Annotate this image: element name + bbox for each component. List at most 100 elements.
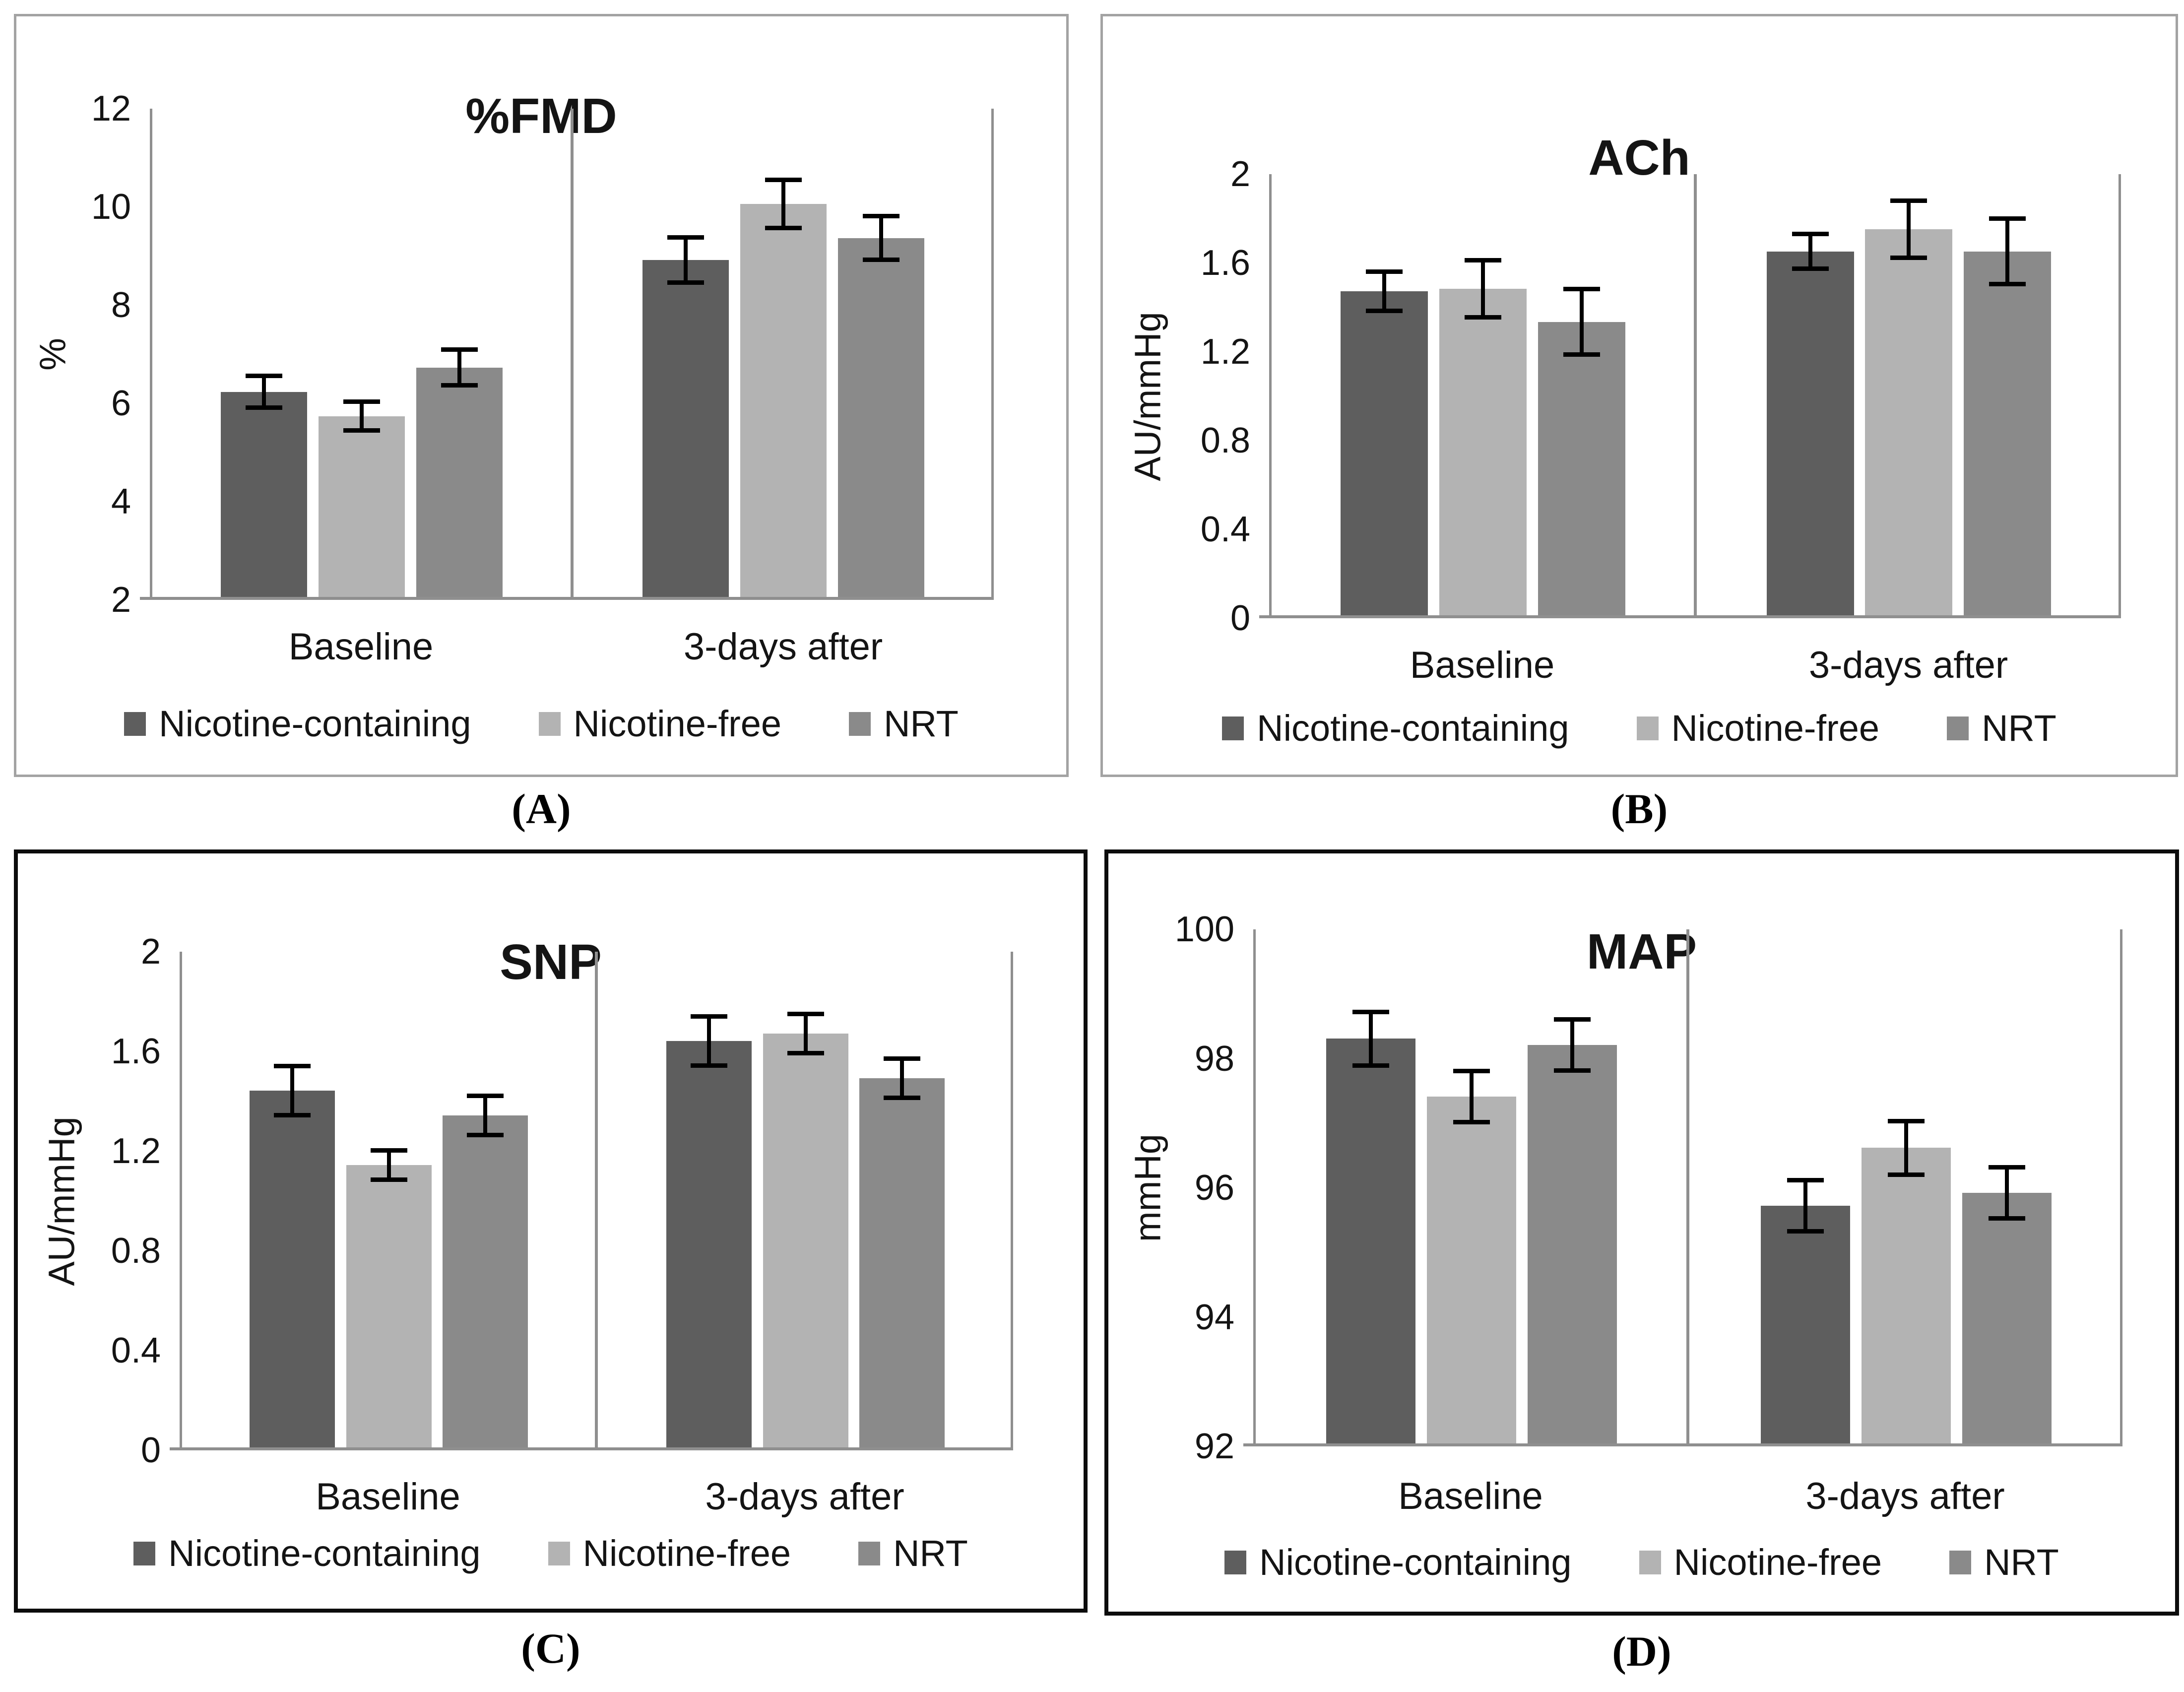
bar-nicotine-free [763, 1034, 848, 1447]
legend: Nicotine-containing Nicotine-free NRT [1103, 707, 2176, 749]
error-bar-cap-bottom [1888, 1172, 1925, 1177]
error-bar-cap-top [1453, 1069, 1490, 1073]
y-tick-label: 2 [140, 932, 161, 972]
legend-item: Nicotine-containing [133, 1532, 481, 1574]
error-bar-line [2005, 218, 2009, 284]
legend-label: Nicotine-free [582, 1533, 791, 1574]
legend-label: Nicotine-containing [1257, 708, 1569, 749]
legend-marker-nrt [1947, 716, 1969, 740]
error-bar-line [290, 1066, 294, 1115]
y-tick-label: 6 [111, 384, 131, 423]
error-bar-cap-bottom [1989, 1216, 2025, 1221]
bar-nicotine-free [1427, 1097, 1516, 1443]
bar-nrt [1528, 1045, 1617, 1443]
category-label-3days-after: 3-days after [705, 1476, 904, 1518]
group-divider-line [571, 109, 574, 600]
error-bar-line [900, 1058, 904, 1098]
error-bar-cap-bottom [246, 405, 282, 410]
error-bar-cap-bottom [691, 1063, 727, 1068]
category-label-baseline: Baseline [316, 1476, 460, 1518]
panel-tag-c: (C) [521, 1625, 580, 1672]
x-axis-line [1243, 1443, 2122, 1446]
error-bar-cap-top [441, 347, 478, 352]
error-bar-cap-bottom [1352, 1063, 1389, 1068]
y-tick-label: 0.8 [111, 1231, 161, 1271]
legend-marker-nicotine-containing [133, 1541, 156, 1565]
error-bar-line [1580, 289, 1584, 355]
legend-item: NRT [858, 1532, 968, 1574]
chart-title: SNP [500, 934, 602, 990]
bar-nrt [1538, 322, 1625, 615]
bar-nicotine-containing [1767, 252, 1854, 615]
panel-snp: SNP AU/mmHg Baseline 3-days after Nicoti… [14, 849, 1088, 1613]
legend-marker-nicotine-free [548, 1541, 570, 1565]
legend-label: NRT [1982, 708, 2056, 749]
error-bar-cap-top [1465, 258, 1501, 262]
error-bar-cap-top [371, 1148, 407, 1153]
error-bar-cap-top [1989, 1165, 2025, 1170]
bar-nicotine-containing [642, 260, 729, 597]
error-bar-line [1808, 234, 1812, 269]
error-bar-line [1907, 200, 1911, 258]
y-tick-label: 0.8 [1200, 421, 1250, 460]
group-divider-line [1686, 929, 1689, 1446]
y-tick-label: 0.4 [1200, 510, 1250, 549]
legend-item: NRT [1947, 707, 2056, 749]
bar-nrt [859, 1078, 945, 1447]
bar-nicotine-containing [221, 392, 307, 597]
y-tick-label: 1.6 [111, 1032, 161, 1071]
y-tick-label: 12 [91, 89, 131, 129]
error-bar-line [1369, 1012, 1373, 1066]
error-bar-cap-bottom [467, 1133, 504, 1137]
y-axis-line [1269, 174, 1272, 618]
error-bar-cap-bottom [765, 226, 802, 230]
error-bar-line [457, 349, 461, 386]
category-label-baseline: Baseline [1410, 644, 1555, 686]
plot-area [140, 109, 994, 600]
legend-item: Nicotine-containing [1222, 707, 1569, 749]
bar-nicotine-free [1439, 289, 1527, 615]
chart-title: MAP [1586, 924, 1697, 979]
legend-item: NRT [849, 703, 959, 745]
bar-nicotine-containing [666, 1041, 752, 1447]
legend-marker-nicotine-free [1636, 716, 1659, 740]
error-bar-line [781, 180, 785, 228]
bar-nrt [416, 368, 503, 597]
legend-label: Nicotine-free [1673, 1542, 1882, 1583]
legend-item: Nicotine-containing [124, 703, 471, 745]
error-bar-cap-bottom [1453, 1120, 1490, 1124]
error-bar-cap-top [1888, 1119, 1925, 1123]
error-bar-cap-top [1792, 232, 1829, 236]
error-bar-cap-bottom [863, 258, 899, 262]
bar-nicotine-free [319, 416, 405, 597]
error-bar-line [360, 401, 364, 431]
legend: Nicotine-containing Nicotine-free NRT [1108, 1541, 2175, 1583]
legend: Nicotine-containing Nicotine-free NRT [16, 703, 1066, 745]
y-tick-label: 2 [111, 580, 131, 620]
y-axis-line [1253, 929, 1256, 1446]
error-bar-line [1570, 1019, 1574, 1071]
error-bar-line [684, 237, 688, 283]
error-bar-cap-top [246, 374, 282, 378]
panel-tag-b: (B) [1610, 785, 1668, 833]
bar-nrt [1964, 252, 2051, 615]
chart-title: %FMD [465, 88, 617, 144]
legend-label: NRT [893, 1533, 968, 1574]
legend-marker-nicotine-containing [1224, 1550, 1247, 1574]
category-label-baseline: Baseline [1398, 1475, 1543, 1517]
error-bar-cap-bottom [371, 1177, 407, 1182]
chart-title: ACh [1588, 130, 1690, 186]
error-bar-cap-top [274, 1064, 311, 1068]
legend-marker-nicotine-containing [1222, 716, 1244, 740]
y-tick-label: 94 [1194, 1298, 1234, 1337]
error-bar-cap-top [1890, 198, 1927, 203]
error-bar-cap-top [691, 1014, 727, 1019]
y-tick-label: 100 [1174, 910, 1234, 949]
y-tick-label: 2 [1230, 154, 1250, 194]
bar-nicotine-free [346, 1165, 432, 1447]
bar-nicotine-containing [250, 1091, 335, 1447]
x-axis-line [170, 1447, 1013, 1450]
error-bar-line [262, 376, 266, 408]
legend-item: Nicotine-free [548, 1532, 791, 1574]
error-bar-cap-bottom [787, 1051, 824, 1055]
